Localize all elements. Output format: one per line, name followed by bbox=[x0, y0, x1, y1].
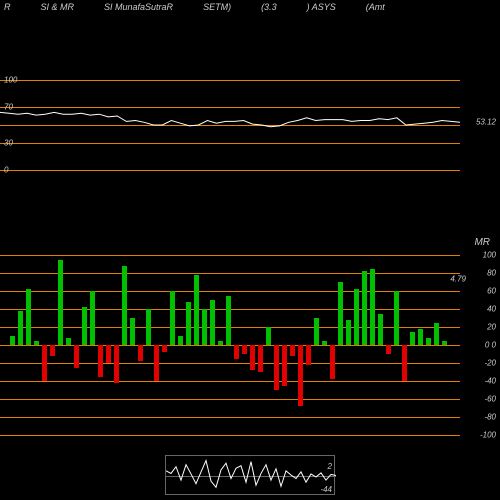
mr-bar bbox=[90, 291, 95, 345]
mr-gridline bbox=[0, 345, 460, 346]
mr-bar bbox=[170, 291, 175, 345]
mr-bar bbox=[306, 345, 311, 365]
mr-ylabel: -60 bbox=[484, 395, 496, 404]
mr-bar bbox=[186, 302, 191, 345]
header-labels: R SI & MR SI MunafaSutraR SETM) (3.3 ) A… bbox=[0, 0, 500, 14]
mr-ylabel: 100 bbox=[483, 251, 496, 260]
hdr-3: SETM) bbox=[203, 2, 231, 12]
mr-bar bbox=[138, 345, 143, 361]
mr-bar bbox=[82, 307, 87, 345]
mr-ylabel: 60 bbox=[487, 287, 496, 296]
mr-gridline bbox=[0, 417, 460, 418]
mr-ylabel: 80 bbox=[487, 269, 496, 278]
mr-bar bbox=[66, 338, 71, 345]
mr-bar bbox=[266, 327, 271, 345]
mr-ylabel: -100 bbox=[480, 431, 496, 440]
mr-bar bbox=[42, 345, 47, 381]
mr-gridline bbox=[0, 255, 460, 256]
mr-bar bbox=[290, 345, 295, 356]
mr-bar bbox=[34, 341, 39, 346]
rsi-line-chart bbox=[0, 80, 500, 170]
mr-gridline bbox=[0, 291, 460, 292]
mr-bar bbox=[330, 345, 335, 379]
mr-bar bbox=[314, 318, 319, 345]
rsi-gridline bbox=[0, 170, 460, 171]
mini-label-top: 2 bbox=[328, 462, 332, 471]
mr-bar bbox=[18, 311, 23, 345]
mr-bar bbox=[394, 291, 399, 345]
mr-gridline bbox=[0, 399, 460, 400]
mr-bar bbox=[338, 282, 343, 345]
mr-bar bbox=[210, 300, 215, 345]
mini-panel: 2 -44 bbox=[165, 455, 335, 495]
mr-bar bbox=[154, 345, 159, 381]
mr-bar bbox=[226, 296, 231, 346]
mr-bar bbox=[386, 345, 391, 354]
mr-bar bbox=[282, 345, 287, 386]
mr-ylabel: -40 bbox=[484, 377, 496, 386]
mini-label-bottom: -44 bbox=[320, 485, 332, 494]
mr-bar bbox=[410, 332, 415, 346]
mr-gridline bbox=[0, 381, 460, 382]
hdr-2: SI MunafaSutraR bbox=[104, 2, 173, 12]
rsi-panel: 0307010053.12 bbox=[0, 80, 500, 170]
mr-gridline bbox=[0, 435, 460, 436]
mr-bar bbox=[50, 345, 55, 356]
mr-bar bbox=[106, 345, 111, 363]
mr-bar bbox=[178, 336, 183, 345]
mr-bar bbox=[242, 345, 247, 354]
mr-bar bbox=[26, 289, 31, 345]
mr-bar bbox=[354, 289, 359, 345]
mr-bar bbox=[274, 345, 279, 390]
mr-bar bbox=[362, 271, 367, 345]
mr-bar bbox=[402, 345, 407, 381]
mr-bar bbox=[298, 345, 303, 406]
mr-bar bbox=[10, 336, 15, 345]
mr-bar bbox=[146, 309, 151, 345]
mr-bar bbox=[194, 275, 199, 345]
mr-bar bbox=[418, 329, 423, 345]
mr-bar bbox=[434, 323, 439, 346]
mr-bar bbox=[114, 345, 119, 383]
mr-label: MR bbox=[474, 237, 490, 248]
mini-line-chart bbox=[166, 456, 336, 496]
mr-bar bbox=[98, 345, 103, 377]
hdr-1: SI & MR bbox=[41, 2, 75, 12]
mr-bar bbox=[162, 345, 167, 352]
hdr-4: (3.3 bbox=[261, 2, 277, 12]
mr-bar bbox=[122, 266, 127, 345]
mr-ylabel: 0 0 bbox=[485, 341, 496, 350]
mr-bar bbox=[370, 269, 375, 346]
mr-bar bbox=[234, 345, 239, 359]
rsi-current-value: 53.12 bbox=[476, 118, 496, 127]
mr-bar bbox=[202, 309, 207, 345]
mr-bar bbox=[218, 341, 223, 346]
mr-bar bbox=[74, 345, 79, 368]
mr-bar bbox=[346, 320, 351, 345]
mr-current-value: 4.79 bbox=[450, 275, 466, 284]
mr-bar bbox=[442, 341, 447, 346]
mr-ylabel: 40 bbox=[487, 305, 496, 314]
mr-bar bbox=[250, 345, 255, 370]
mr-bar bbox=[58, 260, 63, 346]
hdr-6: (Amt bbox=[366, 2, 385, 12]
hdr-0: R bbox=[4, 2, 11, 12]
hdr-5: ) ASYS bbox=[307, 2, 336, 12]
mr-bar bbox=[258, 345, 263, 372]
mr-gridline bbox=[0, 273, 460, 274]
mr-panel: MR-100-80-60-40-200 0204060801004.79 bbox=[0, 255, 500, 435]
mr-bar bbox=[426, 338, 431, 345]
mr-ylabel: 20 bbox=[487, 323, 496, 332]
mr-bar bbox=[378, 314, 383, 346]
mr-bar bbox=[130, 318, 135, 345]
mr-bar bbox=[322, 341, 327, 346]
mr-ylabel: -80 bbox=[484, 413, 496, 422]
mr-ylabel: -20 bbox=[484, 359, 496, 368]
mr-gridline bbox=[0, 363, 460, 364]
